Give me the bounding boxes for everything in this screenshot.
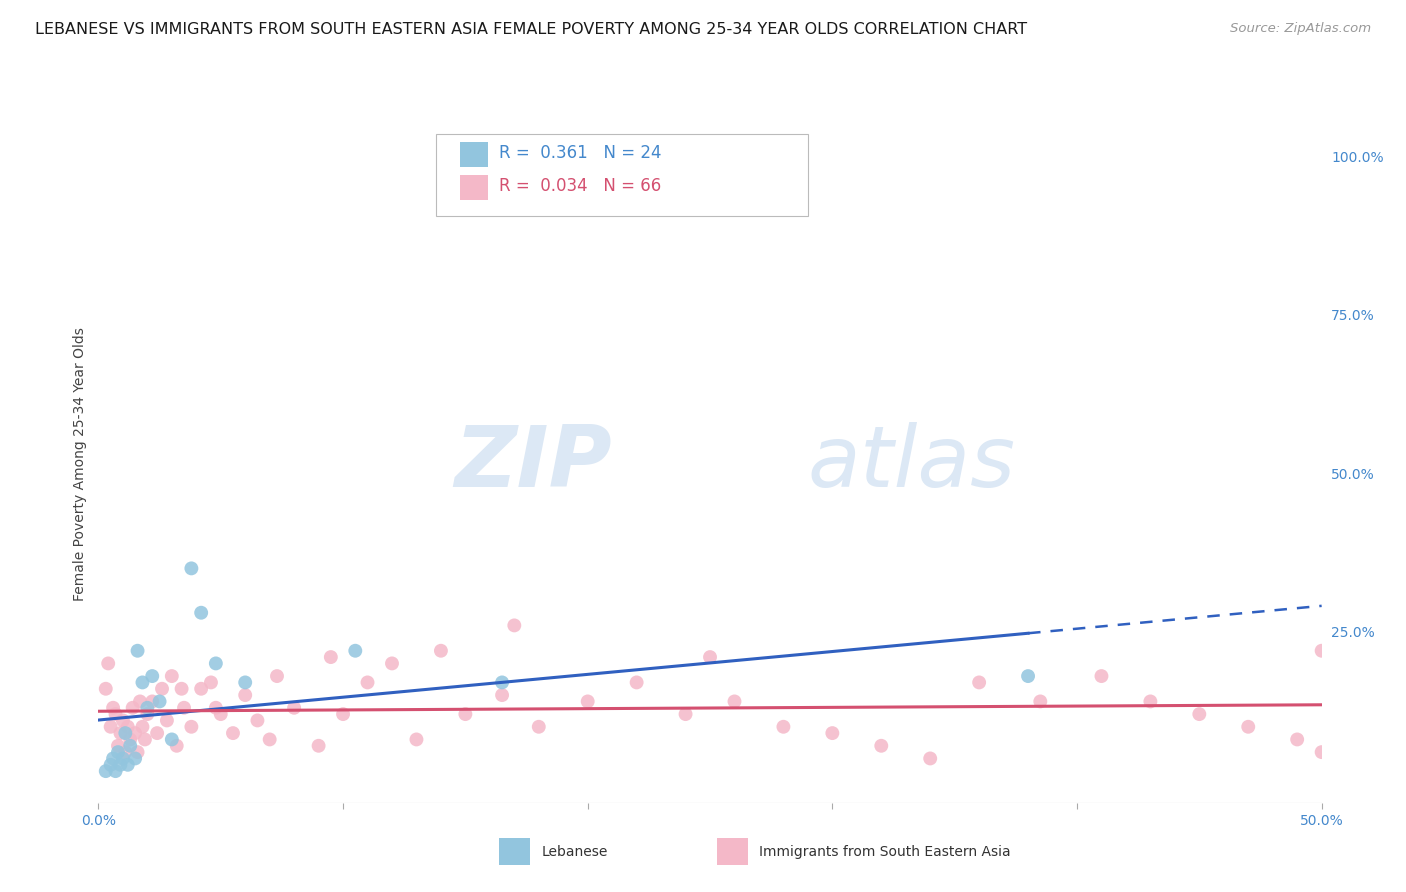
Text: Immigrants from South Eastern Asia: Immigrants from South Eastern Asia	[759, 845, 1011, 859]
Point	[699, 650, 721, 665]
Point	[107, 745, 129, 759]
Point	[101, 700, 124, 714]
Point	[1139, 694, 1161, 708]
Text: atlas: atlas	[808, 422, 1017, 506]
Text: R =  0.034   N = 66: R = 0.034 N = 66	[499, 177, 661, 194]
Point	[967, 675, 990, 690]
Point	[101, 751, 124, 765]
Point	[141, 694, 163, 708]
Point	[149, 694, 172, 708]
Point	[491, 688, 513, 702]
Point	[111, 714, 134, 728]
Point	[454, 707, 477, 722]
Point	[110, 757, 132, 772]
Point	[205, 657, 228, 671]
Point	[1090, 669, 1112, 683]
Point	[308, 739, 330, 753]
Text: R =  0.361   N = 24: R = 0.361 N = 24	[499, 144, 662, 161]
Point	[920, 751, 942, 765]
Point	[266, 669, 288, 683]
Point	[94, 764, 117, 778]
Point	[527, 720, 550, 734]
Point	[1188, 707, 1211, 722]
Point	[111, 751, 134, 765]
Point	[576, 694, 599, 708]
Point	[180, 720, 202, 734]
Point	[120, 739, 142, 753]
Point	[156, 714, 179, 728]
Point	[127, 745, 149, 759]
Point	[107, 739, 129, 753]
Text: LEBANESE VS IMMIGRANTS FROM SOUTH EASTERN ASIA FEMALE POVERTY AMONG 25-34 YEAR O: LEBANESE VS IMMIGRANTS FROM SOUTH EASTER…	[35, 22, 1028, 37]
Point	[117, 720, 139, 734]
Text: Source: ZipAtlas.com: Source: ZipAtlas.com	[1230, 22, 1371, 36]
Point	[114, 745, 136, 759]
Point	[1310, 745, 1333, 759]
Point	[100, 720, 122, 734]
Point	[405, 732, 427, 747]
Y-axis label: Female Poverty Among 25-34 Year Olds: Female Poverty Among 25-34 Year Olds	[73, 326, 87, 601]
Point	[124, 726, 146, 740]
Point	[430, 644, 453, 658]
Point	[136, 707, 159, 722]
Point	[100, 757, 122, 772]
Point	[1310, 644, 1333, 658]
Point	[491, 675, 513, 690]
Point	[1017, 669, 1039, 683]
Point	[222, 726, 245, 740]
Point	[190, 606, 212, 620]
Point	[94, 681, 117, 696]
Point	[675, 707, 697, 722]
Point	[141, 669, 163, 683]
Point	[503, 618, 526, 632]
Point	[356, 675, 378, 690]
Point	[344, 644, 367, 658]
Point	[319, 650, 342, 665]
Point	[200, 675, 222, 690]
Point	[104, 707, 127, 722]
Point	[134, 732, 156, 747]
Point	[160, 669, 183, 683]
Point	[821, 726, 844, 740]
Text: Lebanese: Lebanese	[541, 845, 607, 859]
Point	[127, 644, 149, 658]
Point	[136, 700, 159, 714]
Point	[332, 707, 354, 722]
Point	[233, 675, 256, 690]
Point	[209, 707, 232, 722]
Point	[173, 700, 195, 714]
Point	[870, 739, 893, 753]
Point	[121, 700, 143, 714]
Text: ZIP: ZIP	[454, 422, 612, 506]
Point	[110, 726, 132, 740]
Point	[114, 726, 136, 740]
Point	[723, 694, 745, 708]
Point	[131, 720, 153, 734]
Point	[626, 675, 648, 690]
Point	[104, 764, 127, 778]
Point	[124, 751, 146, 765]
Point	[233, 688, 256, 702]
Point	[129, 694, 152, 708]
Point	[1286, 732, 1309, 747]
Point	[283, 700, 305, 714]
Point	[190, 681, 212, 696]
Point	[180, 561, 202, 575]
Point	[97, 657, 120, 671]
Point	[146, 726, 169, 740]
Point	[170, 681, 193, 696]
Point	[120, 732, 142, 747]
Point	[117, 757, 139, 772]
Point	[160, 732, 183, 747]
Point	[1029, 694, 1052, 708]
Point	[246, 714, 269, 728]
Point	[131, 675, 153, 690]
Point	[259, 732, 281, 747]
Point	[166, 739, 188, 753]
Point	[205, 700, 228, 714]
Point	[1237, 720, 1260, 734]
Point	[150, 681, 173, 696]
Point	[381, 657, 404, 671]
Point	[772, 720, 794, 734]
